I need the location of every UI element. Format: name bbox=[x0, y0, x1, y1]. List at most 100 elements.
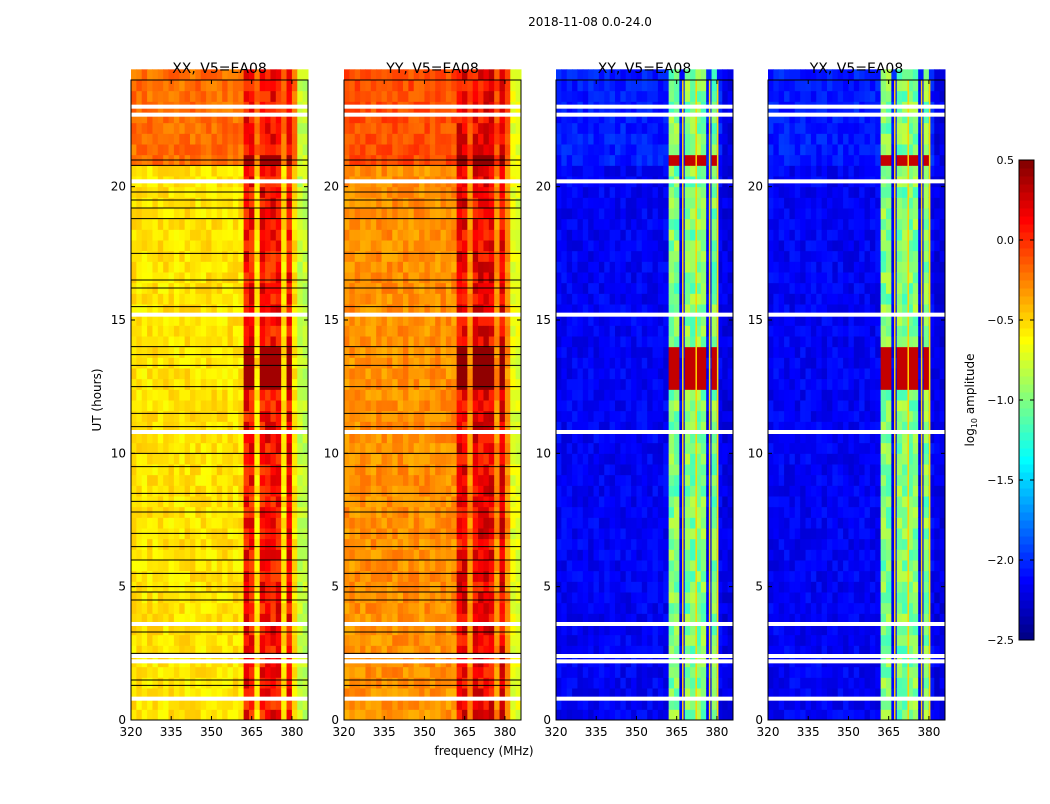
heatmap-cell bbox=[435, 219, 441, 230]
heatmap-cell bbox=[201, 357, 207, 368]
y-axis-label: UT (hours) bbox=[90, 368, 104, 431]
heatmap-cell bbox=[583, 485, 589, 496]
heatmap-cell bbox=[604, 144, 610, 155]
heatmap-cell bbox=[392, 133, 398, 144]
heatmap-cell bbox=[147, 208, 153, 219]
heatmap-cell bbox=[620, 336, 626, 347]
heatmap-cell bbox=[403, 635, 409, 646]
heatmap-cell bbox=[382, 539, 388, 550]
heatmap-cell bbox=[179, 475, 185, 486]
heatmap-cell bbox=[510, 123, 516, 134]
heatmap-cell bbox=[360, 133, 366, 144]
heatmap-cell bbox=[222, 219, 228, 230]
heatmap-cell bbox=[441, 485, 447, 496]
heatmap-cell bbox=[494, 635, 500, 646]
heatmap-cell bbox=[179, 144, 185, 155]
heatmap-cell bbox=[419, 293, 425, 304]
heatmap-cell bbox=[478, 229, 484, 240]
heatmap-cell bbox=[604, 592, 610, 603]
heatmap-cell bbox=[604, 325, 610, 336]
heatmap-cell bbox=[349, 485, 355, 496]
heatmap-cell bbox=[467, 229, 473, 240]
heatmap-cell bbox=[403, 144, 409, 155]
heatmap-cell bbox=[211, 549, 217, 560]
heatmap-cell bbox=[419, 219, 425, 230]
heatmap-cell bbox=[365, 411, 371, 422]
heatmap-cell bbox=[152, 133, 158, 144]
heatmap-cell bbox=[265, 80, 271, 91]
heatmap-cell bbox=[626, 603, 632, 614]
heatmap-cell bbox=[233, 336, 239, 347]
heatmap-cell bbox=[462, 464, 468, 475]
heatmap-cell bbox=[620, 411, 626, 422]
heatmap-cell bbox=[408, 635, 414, 646]
heatmap-cell bbox=[131, 571, 137, 582]
heatmap-cell bbox=[185, 475, 191, 486]
heatmap-cell bbox=[583, 293, 589, 304]
heatmap-cell bbox=[446, 411, 452, 422]
heatmap-cell bbox=[233, 219, 239, 230]
heatmap-cell bbox=[147, 251, 153, 262]
heatmap-cell bbox=[441, 379, 447, 390]
heatmap-cell bbox=[174, 336, 180, 347]
heatmap-cell bbox=[281, 485, 287, 496]
heatmap-cell bbox=[489, 165, 495, 176]
heatmap-cell bbox=[577, 80, 583, 91]
heatmap-cell bbox=[270, 667, 276, 678]
heatmap-cell bbox=[201, 261, 207, 272]
heatmap-cell bbox=[594, 272, 600, 283]
heatmap-cell bbox=[604, 293, 610, 304]
heatmap-cell bbox=[382, 293, 388, 304]
heatmap-cell bbox=[398, 240, 404, 251]
heatmap-cell bbox=[392, 197, 398, 208]
heatmap-cell bbox=[136, 709, 142, 720]
heatmap-cell bbox=[211, 485, 217, 496]
heatmap-cell bbox=[594, 283, 600, 294]
x-tick-label: 365 bbox=[453, 725, 476, 739]
heatmap-cell bbox=[403, 677, 409, 688]
heatmap-cell bbox=[287, 368, 293, 379]
heatmap-cell bbox=[344, 709, 350, 720]
heatmap-cell bbox=[152, 549, 158, 560]
heatmap-cell bbox=[505, 251, 511, 262]
heatmap-cell bbox=[142, 261, 148, 272]
heatmap-cell bbox=[260, 560, 266, 571]
heatmap-cell bbox=[349, 368, 355, 379]
heatmap-cell bbox=[577, 240, 583, 251]
heatmap-cell bbox=[195, 571, 201, 582]
heatmap-cell bbox=[185, 219, 191, 230]
heatmap-cell bbox=[505, 240, 511, 251]
heatmap-cell bbox=[615, 197, 621, 208]
heatmap-cell bbox=[489, 368, 495, 379]
heatmap-cell bbox=[142, 272, 148, 283]
heatmap-cell bbox=[158, 240, 164, 251]
heatmap-cell bbox=[344, 251, 350, 262]
heatmap-cell bbox=[462, 261, 468, 272]
heatmap-cell bbox=[604, 485, 610, 496]
heatmap-cell bbox=[371, 411, 377, 422]
heatmap-cell bbox=[152, 219, 158, 230]
heatmap-cell bbox=[462, 475, 468, 486]
heatmap-cell bbox=[419, 251, 425, 262]
heatmap-cell bbox=[179, 635, 185, 646]
heatmap-cell bbox=[222, 325, 228, 336]
heatmap-cell bbox=[260, 635, 266, 646]
heatmap-cell bbox=[446, 229, 452, 240]
heatmap-cell bbox=[610, 91, 616, 102]
heatmap-cell bbox=[588, 197, 594, 208]
heatmap-cell bbox=[494, 400, 500, 411]
heatmap-cell bbox=[604, 379, 610, 390]
heatmap-cell bbox=[281, 347, 287, 358]
heatmap-cell bbox=[604, 80, 610, 91]
x-tick-label: 320 bbox=[333, 725, 356, 739]
heatmap-cell bbox=[349, 347, 355, 358]
heatmap-cell bbox=[222, 709, 228, 720]
heatmap-cell bbox=[594, 635, 600, 646]
heatmap-cell bbox=[195, 261, 201, 272]
heatmap-cell bbox=[494, 475, 500, 486]
heatmap-cell bbox=[265, 667, 271, 678]
heatmap-cell bbox=[270, 144, 276, 155]
heatmap-cell bbox=[556, 464, 562, 475]
heatmap-cell bbox=[206, 603, 212, 614]
heatmap-cell bbox=[195, 603, 201, 614]
